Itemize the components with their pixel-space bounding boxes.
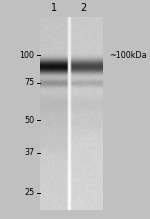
Text: 50: 50 — [24, 116, 35, 125]
Text: 37: 37 — [24, 148, 35, 157]
Text: 2: 2 — [80, 3, 86, 13]
Text: 100: 100 — [20, 51, 35, 60]
Text: ~100kDa: ~100kDa — [110, 51, 147, 60]
Text: 25: 25 — [24, 188, 35, 197]
Text: 75: 75 — [24, 78, 35, 87]
Text: 1: 1 — [51, 3, 58, 13]
